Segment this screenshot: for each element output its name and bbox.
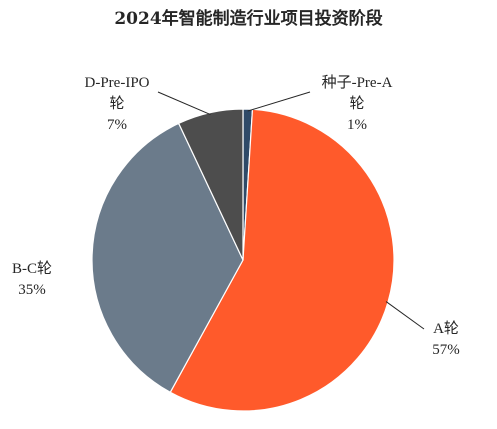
leader-line-4 [157, 91, 211, 116]
leader-lines [157, 91, 425, 330]
pie-slice-2-a [169, 108, 395, 412]
leader-line-1 [247, 91, 311, 112]
slice-labels: 种子-Pre-A 轮 1% A轮 57% B-C轮 35% D-Pre-IPO 轮 7% [12, 74, 460, 358]
pie-slice-4-d-pre-ipo [177, 108, 244, 261]
slice-label-3: B-C轮 35% [12, 260, 52, 298]
slice-value-label: 7% [107, 117, 127, 133]
pie-slices [91, 108, 395, 412]
slice-category-label: D-Pre-IPO [85, 75, 150, 91]
slice-value-label: 35% [18, 282, 46, 298]
slice-value-label: 1% [347, 117, 367, 133]
slice-category-label: 种子-Pre-A [322, 74, 393, 91]
slice-category-label: 轮 [109, 95, 124, 112]
leader-line-2 [385, 301, 425, 330]
slice-category-label: 轮 [349, 95, 364, 112]
chart-title: 2024年智能制造行业项目投资阶段 [114, 8, 382, 29]
slice-label-4: D-Pre-IPO 轮 7% [85, 75, 150, 133]
pie-slice-3-b-c [91, 122, 244, 394]
slice-value-label: 57% [432, 342, 460, 358]
slice-label-1: 种子-Pre-A 轮 1% [322, 74, 393, 133]
slice-category-label: B-C轮 [12, 260, 52, 277]
slice-category-label: A轮 [433, 320, 459, 337]
slice-label-2: A轮 57% [432, 320, 460, 358]
